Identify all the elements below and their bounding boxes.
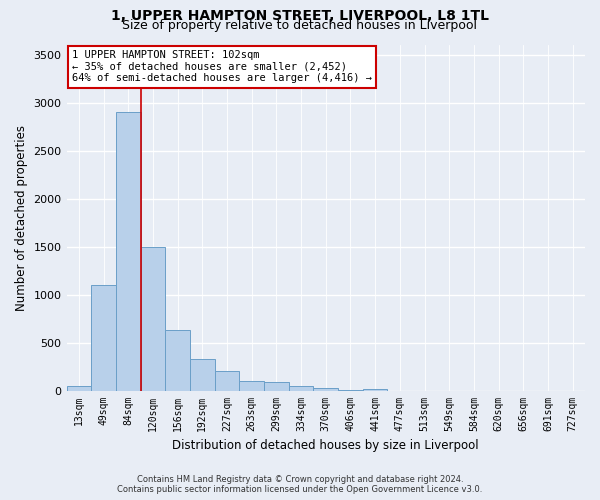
- X-axis label: Distribution of detached houses by size in Liverpool: Distribution of detached houses by size …: [172, 440, 479, 452]
- Bar: [91, 286, 116, 391]
- Bar: [190, 360, 215, 391]
- Text: 1, UPPER HAMPTON STREET, LIVERPOOL, L8 1TL: 1, UPPER HAMPTON STREET, LIVERPOOL, L8 1…: [111, 9, 489, 23]
- Text: 1 UPPER HAMPTON STREET: 102sqm
← 35% of detached houses are smaller (2,452)
64% : 1 UPPER HAMPTON STREET: 102sqm ← 35% of …: [72, 50, 372, 84]
- Bar: [116, 112, 140, 391]
- Bar: [264, 382, 289, 391]
- Bar: [313, 388, 338, 391]
- Bar: [239, 381, 264, 391]
- Bar: [289, 386, 313, 391]
- Text: Contains HM Land Registry data © Crown copyright and database right 2024.
Contai: Contains HM Land Registry data © Crown c…: [118, 474, 482, 494]
- Bar: [140, 247, 165, 391]
- Bar: [363, 389, 388, 391]
- Bar: [338, 390, 363, 391]
- Bar: [215, 371, 239, 391]
- Y-axis label: Number of detached properties: Number of detached properties: [15, 125, 28, 311]
- Text: Size of property relative to detached houses in Liverpool: Size of property relative to detached ho…: [122, 19, 478, 32]
- Bar: [67, 386, 91, 391]
- Bar: [165, 330, 190, 391]
